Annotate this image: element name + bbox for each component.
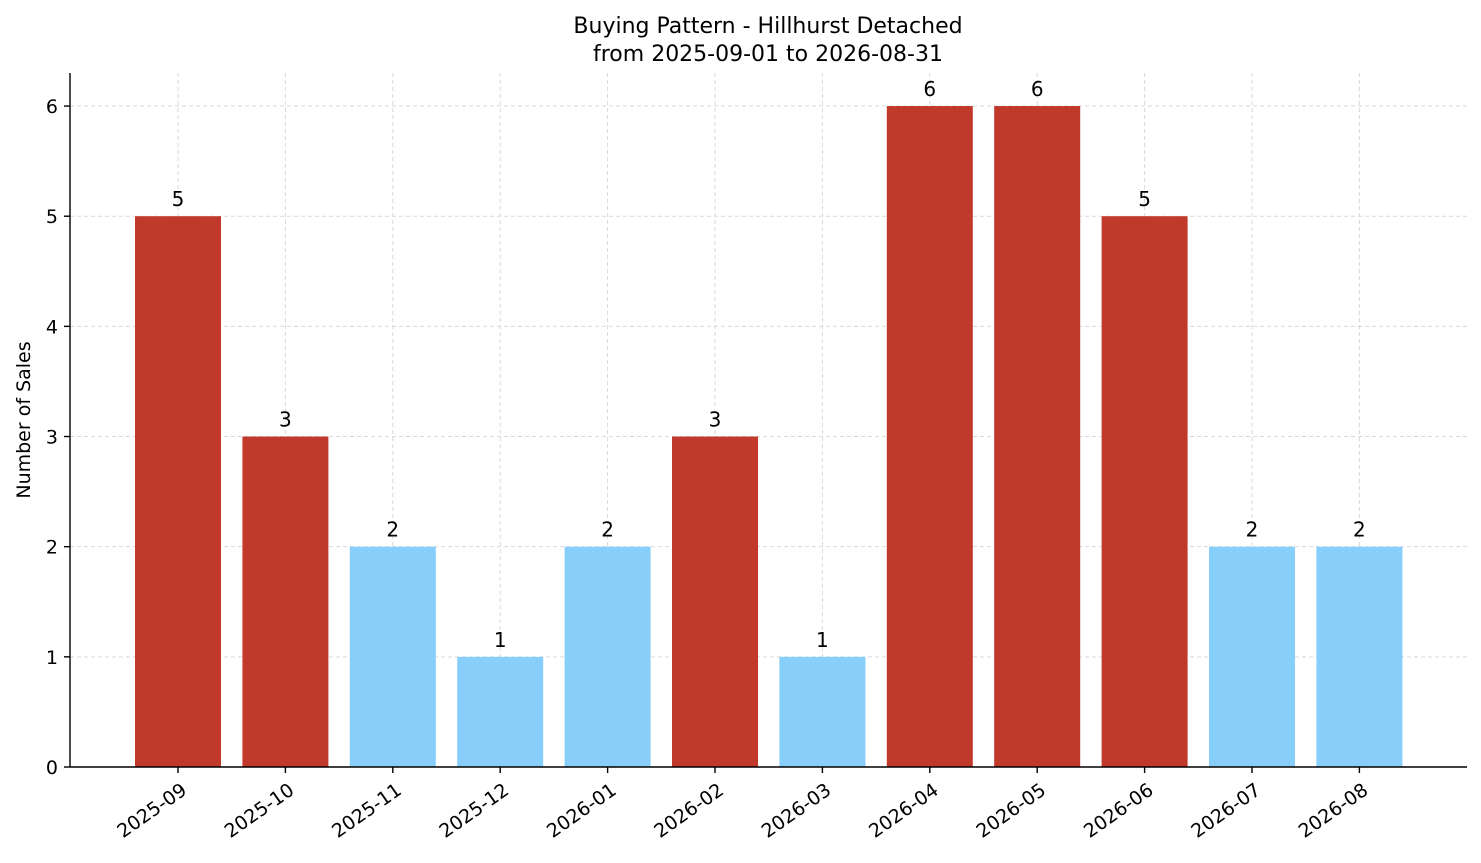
bar-value-label: 3: [279, 408, 292, 432]
bar: [779, 656, 866, 767]
y-tick-label: 1: [46, 647, 58, 669]
y-tick-label: 3: [46, 427, 58, 449]
x-tick-label: 2025-10: [221, 779, 299, 843]
bar: [135, 216, 221, 767]
axes: [69, 73, 1467, 768]
y-tick-label: 6: [46, 96, 58, 118]
bar: [564, 546, 651, 767]
x-tick-label: 2026-08: [1295, 779, 1373, 843]
x-tick-label: 2025-11: [328, 779, 406, 843]
x-tick-label: 2025-09: [113, 779, 191, 843]
bar-value-label: 2: [386, 518, 399, 542]
y-tick-label: 0: [46, 757, 58, 779]
bar: [1101, 216, 1188, 767]
bar: [672, 436, 758, 767]
bar-value-label: 2: [1353, 518, 1366, 542]
bar-value-label: 2: [601, 518, 614, 542]
x-ticks: 2025-09 2025-10 2025-11 2025-12 2026-01 2026-…: [113, 767, 1372, 843]
x-tick-label: 2026-05: [972, 779, 1050, 843]
y-axis-label: Number of Sales: [13, 341, 35, 498]
x-tick-label: 2026-04: [865, 779, 943, 843]
chart-title: Buying Pattern - Hillhurst Detached: [573, 14, 962, 39]
bar-value-label: 1: [816, 628, 829, 652]
bar: [349, 546, 436, 767]
y-tick-label: 2: [46, 537, 58, 559]
x-tick-label: 2026-03: [758, 779, 836, 843]
bar-value-label: 5: [1138, 187, 1151, 211]
bar: [886, 106, 973, 768]
bar-value-label: 5: [172, 187, 185, 211]
x-tick-label: 2026-01: [543, 779, 621, 843]
x-tick-label: 2025-12: [435, 779, 513, 843]
bar: [1316, 546, 1403, 767]
data-labels: 5 3 2 1 2 3 1 6 6 5 2 2: [172, 77, 1366, 652]
x-tick-label: 2026-07: [1187, 779, 1265, 843]
x-tick-label: 2026-02: [650, 779, 728, 843]
bar-value-label: 6: [923, 77, 936, 101]
bar: [457, 656, 544, 767]
bar-value-label: 1: [494, 628, 507, 652]
y-tick-label: 5: [46, 206, 58, 228]
bar-value-label: 6: [1031, 77, 1044, 101]
x-tick-label: 2026-06: [1080, 779, 1158, 843]
bar-value-label: 2: [1246, 518, 1259, 542]
bars: [135, 106, 1403, 768]
bar: [242, 436, 329, 767]
y-ticks: 0 1 2 3 4 5 6: [46, 96, 70, 779]
bar: [1209, 546, 1295, 767]
bar: [994, 106, 1081, 768]
bar-value-label: 3: [709, 408, 722, 432]
y-tick-label: 4: [46, 316, 58, 338]
chart-subtitle: from 2025-09-01 to 2026-08-31: [593, 42, 943, 67]
